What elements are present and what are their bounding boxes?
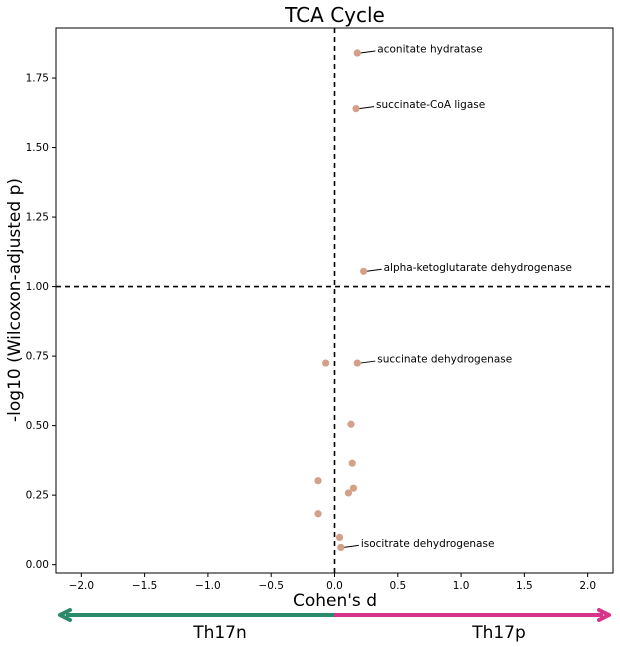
left-group-label: Th17n [192, 623, 247, 643]
x-tick-label: 1.0 [453, 580, 470, 592]
right-group-label: Th17p [471, 623, 526, 643]
x-tick-label: −1.0 [195, 580, 221, 592]
direction-arrows: Th17n Th17p [58, 608, 611, 643]
right-arrow-head [597, 608, 611, 622]
x-tick-label: 2.0 [579, 580, 596, 592]
y-tick-label: 1.25 [26, 212, 49, 224]
data-point [314, 477, 322, 485]
annotation-leader-line [360, 50, 376, 54]
data-point [335, 533, 344, 542]
data-point [337, 543, 345, 552]
chart-title: TCA Cycle [284, 3, 385, 27]
data-point [344, 489, 353, 497]
point-annotation: succinate dehydrogenase [377, 354, 512, 366]
x-tick-label: 1.5 [516, 580, 533, 592]
y-tick-label: 0.50 [26, 420, 49, 432]
data-point [349, 484, 358, 492]
point-annotation: alpha-ketoglutarate dehydrogenase [384, 262, 572, 274]
x-axis-label: Cohen's d [293, 591, 377, 611]
data-point [314, 510, 322, 518]
y-axis-label: -log10 (Wilcoxon-adjusted p) [5, 178, 25, 422]
x-tick-label: −2.0 [69, 580, 95, 592]
data-point [322, 359, 330, 367]
annotation-leader-line [360, 360, 376, 364]
y-tick-label: 1.00 [26, 281, 49, 293]
x-axis-ticks: −2.0 −1.5 −1.0 −0.5 0.0 0.5 1.0 1.5 2.0 [69, 573, 596, 592]
point-annotation: isocitrate dehydrogenase [361, 538, 495, 550]
y-axis-ticks: 0.00 0.25 0.50 0.75 1.00 1.25 1.50 1.75 [26, 73, 56, 571]
y-tick-label: 0.00 [26, 559, 49, 571]
y-tick-label: 0.75 [26, 351, 49, 363]
y-tick-label: 0.25 [26, 490, 49, 502]
annotation-leader-line [343, 544, 359, 548]
data-points: aconitate hydratase succinate-CoA ligase a… [314, 44, 572, 552]
x-tick-label: 0.5 [389, 580, 406, 592]
point-annotation: succinate-CoA ligase [376, 99, 485, 111]
y-tick-label: 1.75 [26, 73, 49, 85]
annotation-leader-line [366, 268, 382, 272]
data-point [352, 105, 360, 113]
y-tick-label: 1.50 [26, 142, 49, 154]
x-tick-label: −0.5 [258, 580, 284, 592]
x-tick-label: −1.5 [132, 580, 158, 592]
data-point [353, 49, 361, 57]
data-point [360, 267, 368, 275]
data-point [348, 459, 356, 467]
annotation-leader-line [358, 106, 375, 110]
x-tick-label: 0.0 [326, 580, 343, 592]
left-arrow-head [58, 608, 72, 622]
data-point [353, 359, 361, 367]
data-point [347, 420, 355, 428]
point-annotation: aconitate hydratase [377, 44, 482, 56]
